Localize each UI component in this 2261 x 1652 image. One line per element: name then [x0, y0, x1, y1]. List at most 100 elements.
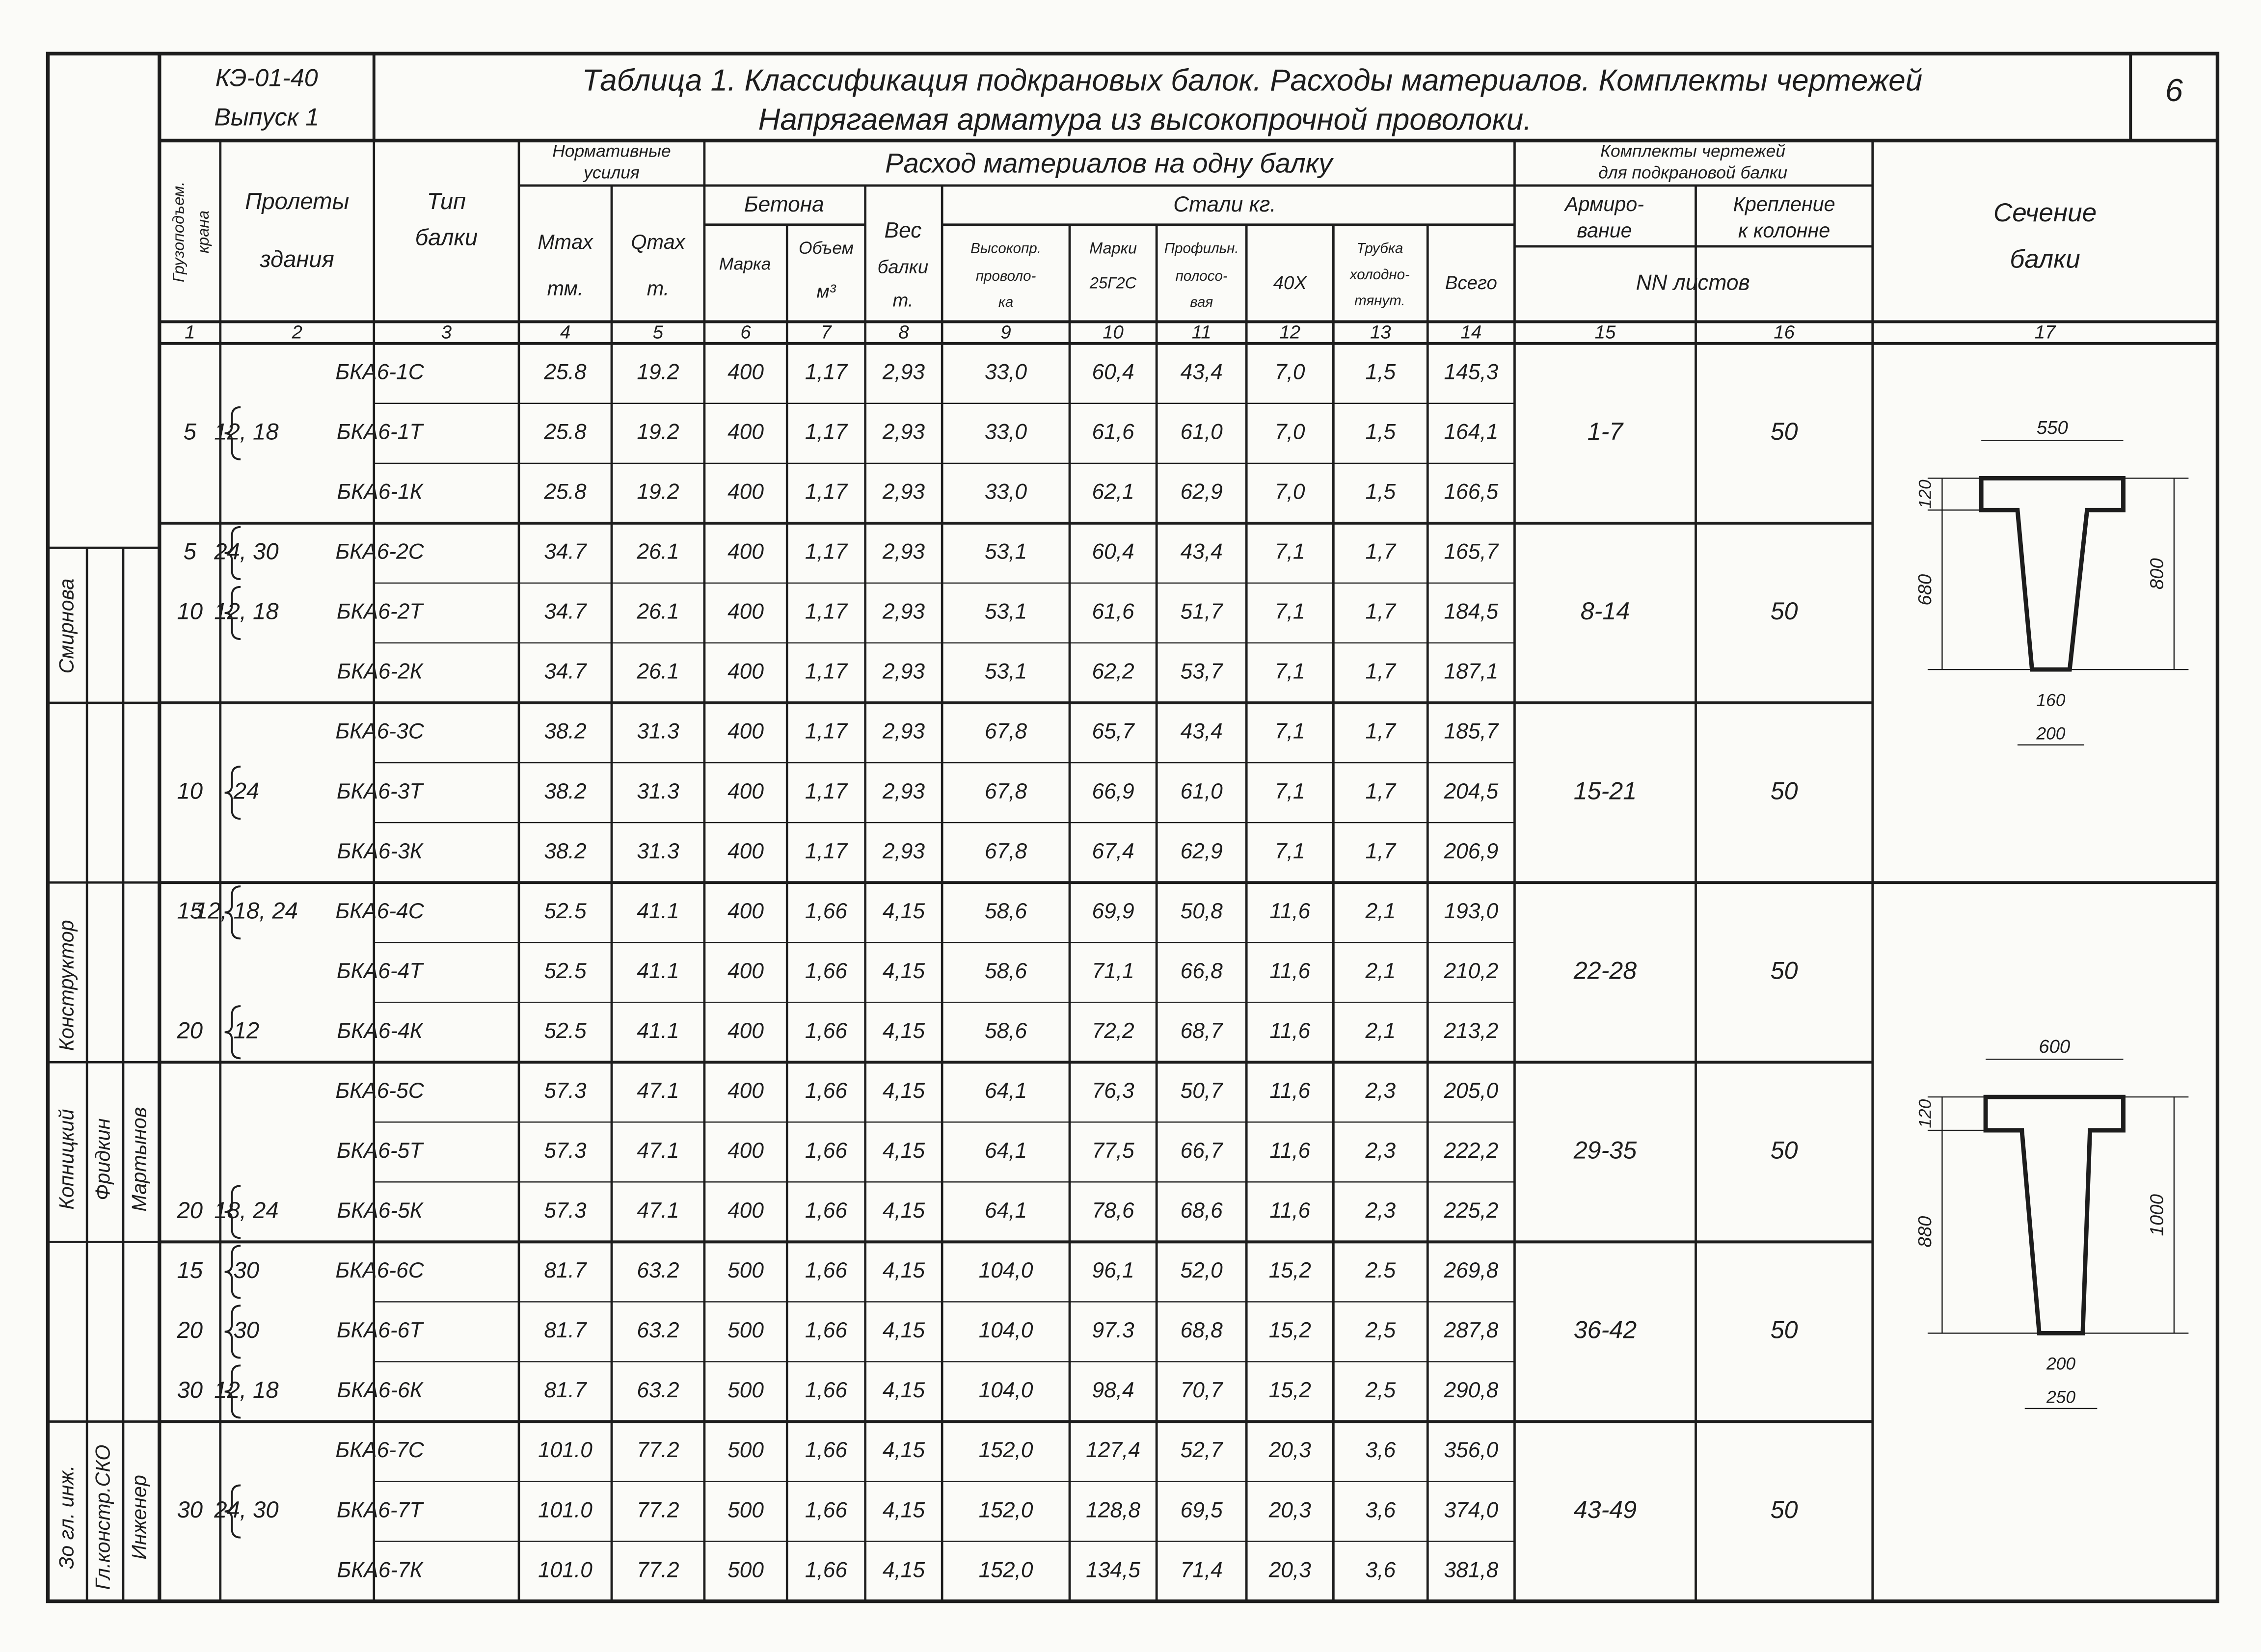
value: 61,0 [1181, 779, 1223, 803]
column-header: Вес [885, 218, 922, 242]
column-number: 5 [653, 321, 664, 343]
capacity: 10 [177, 598, 203, 624]
value: 47.1 [637, 1139, 679, 1163]
brace [224, 1364, 241, 1419]
value: 145,3 [1444, 360, 1498, 384]
value: 61,6 [1092, 420, 1134, 444]
value: 96,1 [1092, 1258, 1134, 1282]
dimension: 160 [2036, 690, 2065, 710]
value: 1,7 [1366, 719, 1397, 744]
spans: 24, 30 [214, 1497, 278, 1523]
value: 52.5 [544, 959, 587, 983]
value: 66,8 [1181, 959, 1223, 983]
sheets: 36-42 [1574, 1316, 1637, 1344]
value: 58,6 [985, 1019, 1027, 1043]
value: 68,7 [1181, 1019, 1224, 1043]
column-number: 15 [1595, 321, 1616, 343]
value: 287,8 [1443, 1318, 1498, 1342]
value: 381,8 [1444, 1558, 1498, 1582]
value: 34.7 [544, 600, 587, 624]
column-header: холодно- [1349, 266, 1410, 283]
value: 7,1 [1275, 719, 1305, 744]
sheets: 22-28 [1573, 957, 1637, 984]
column-header: Mmax [538, 231, 593, 253]
value: 66,7 [1181, 1139, 1224, 1163]
value: 53,1 [985, 540, 1027, 564]
column-number: 11 [1192, 321, 1211, 343]
value: 67,4 [1092, 839, 1134, 863]
sheets: 8-14 [1581, 597, 1630, 625]
value: 63.2 [637, 1318, 679, 1342]
value: 53,1 [985, 660, 1027, 684]
value: 400 [727, 1019, 764, 1043]
series-code: КЭ-01-40 [215, 64, 318, 92]
value: 2,5 [1365, 1378, 1396, 1402]
value: 101.0 [538, 1558, 592, 1582]
value: 104,0 [979, 1378, 1033, 1402]
beam-type: БКА6-4К [337, 1019, 424, 1043]
stamp-name: Мартынов [128, 1107, 150, 1212]
spans: 12, 18 [214, 598, 278, 624]
value: 1,7 [1366, 660, 1397, 684]
spans: 12, 18 [214, 419, 278, 445]
value: 60,4 [1092, 360, 1134, 384]
stamp-name: Смирнова [55, 579, 78, 674]
value: 193,0 [1444, 899, 1498, 923]
column-number: 16 [1774, 321, 1795, 343]
beam-type: БКА6-7Т [337, 1498, 424, 1522]
sheets: 1-7 [1588, 418, 1624, 445]
value: 62,1 [1092, 480, 1134, 504]
column-header: Пролеты [245, 188, 349, 214]
value: 11,6 [1269, 959, 1310, 983]
value: 2,93 [882, 660, 925, 684]
value: 3,6 [1366, 1438, 1396, 1462]
capacity: 5 [184, 419, 197, 445]
value: 269,8 [1443, 1258, 1498, 1282]
value: 1,66 [805, 1438, 848, 1462]
column-header: Грузоподъем. [170, 182, 188, 282]
value: 213,2 [1443, 1019, 1498, 1043]
dimension: 880 [1914, 1216, 1936, 1248]
value: 19.2 [637, 480, 679, 504]
brace [224, 1185, 241, 1239]
column-header: проволо- [976, 268, 1036, 284]
value: 500 [727, 1318, 764, 1342]
beam-type: БКА6-5К [337, 1199, 424, 1223]
value: 63.2 [637, 1378, 679, 1402]
column-number: 6 [740, 321, 751, 343]
value: 98,4 [1092, 1378, 1134, 1402]
beam-type: БКА6-4Т [337, 959, 424, 983]
value: 400 [727, 779, 764, 803]
column-number: 9 [1000, 321, 1011, 343]
value: 33,0 [985, 360, 1027, 384]
column-header: тянут. [1354, 293, 1405, 309]
value: 38.2 [544, 719, 586, 744]
stamp-name: Зо гл. инж. [55, 1465, 78, 1570]
column-header: Армиро- [1563, 193, 1644, 215]
spans: 18, 24 [214, 1198, 278, 1224]
dimension: 1000 [2147, 1194, 2168, 1236]
value: 7,1 [1275, 839, 1305, 863]
value: 101.0 [538, 1498, 592, 1522]
value: 1,66 [805, 1558, 848, 1582]
value: 204,5 [1443, 779, 1498, 803]
beam-type: БКА6-1С [335, 360, 424, 384]
value: 128,8 [1086, 1498, 1140, 1522]
value: 78,6 [1092, 1199, 1134, 1223]
stamp-name: Фридкин [92, 1119, 114, 1200]
value: 52.5 [544, 899, 587, 923]
value: 20,3 [1268, 1498, 1312, 1522]
issue: Выпуск 1 [214, 103, 319, 131]
dimension: 600 [2039, 1036, 2071, 1057]
value: 53,7 [1181, 660, 1224, 684]
value: 400 [727, 839, 764, 863]
value: 26.1 [636, 660, 679, 684]
value: 1,7 [1366, 779, 1397, 803]
value: 71,4 [1181, 1558, 1223, 1582]
column-header: Qmax [631, 231, 686, 253]
value: 1,66 [805, 1199, 848, 1223]
capacity: 5 [184, 538, 197, 564]
value: 38.2 [544, 839, 586, 863]
brace [224, 766, 241, 820]
column-header: вая [1190, 294, 1213, 310]
